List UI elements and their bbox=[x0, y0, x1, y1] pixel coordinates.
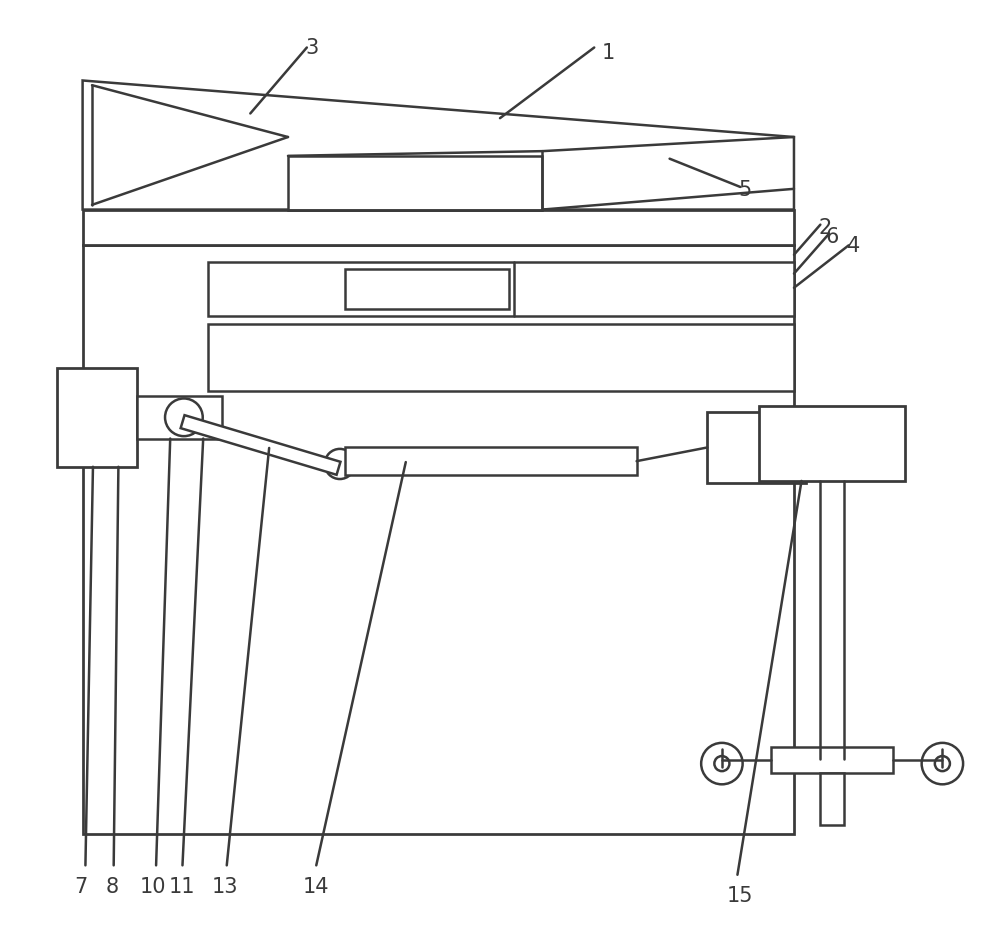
Bar bbox=[759, 406, 905, 481]
Polygon shape bbox=[83, 81, 794, 211]
Circle shape bbox=[325, 449, 355, 480]
Text: 7: 7 bbox=[74, 876, 87, 896]
Bar bbox=[707, 413, 806, 483]
Text: 11: 11 bbox=[168, 876, 195, 896]
Text: 15: 15 bbox=[727, 885, 754, 905]
Bar bbox=[57, 368, 137, 467]
Bar bbox=[208, 263, 794, 316]
Text: 13: 13 bbox=[212, 876, 238, 896]
Polygon shape bbox=[181, 415, 340, 475]
Circle shape bbox=[701, 743, 743, 784]
Text: 2: 2 bbox=[818, 217, 832, 237]
Text: 14: 14 bbox=[303, 876, 330, 896]
Circle shape bbox=[935, 756, 950, 771]
Text: 1: 1 bbox=[602, 43, 615, 63]
Bar bbox=[83, 246, 794, 834]
Bar bbox=[83, 211, 794, 246]
Bar bbox=[771, 747, 893, 773]
Bar bbox=[820, 773, 844, 825]
Bar bbox=[208, 324, 794, 392]
Text: 4: 4 bbox=[847, 236, 860, 256]
Circle shape bbox=[165, 399, 203, 437]
Text: 3: 3 bbox=[305, 39, 318, 59]
Text: 10: 10 bbox=[140, 876, 167, 896]
Circle shape bbox=[714, 756, 729, 771]
Text: 8: 8 bbox=[105, 876, 118, 896]
Bar bbox=[137, 396, 222, 439]
Bar bbox=[345, 447, 637, 476]
Circle shape bbox=[922, 743, 963, 784]
Bar bbox=[345, 270, 509, 311]
Text: 5: 5 bbox=[738, 179, 752, 199]
Text: 6: 6 bbox=[826, 227, 839, 246]
Bar bbox=[288, 157, 542, 211]
